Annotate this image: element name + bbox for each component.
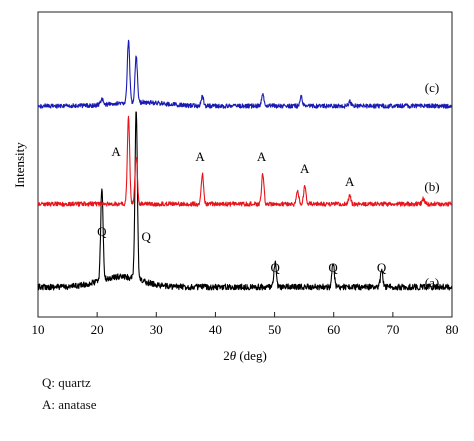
x-axis-label: 2θ (deg): [223, 348, 267, 363]
x-axis-label-prefix: 2: [223, 348, 230, 363]
series-label-b: (b): [424, 179, 439, 194]
series-layer: [37, 39, 453, 291]
xrd-chart: 10 20 30 40 50 60 70 80 (a) (b) (c) Q Q Q Q Q A A A A A Int…: [12, 11, 459, 363]
x-tick-label-20: 20: [91, 322, 104, 337]
x-tick-label-40: 40: [209, 322, 222, 337]
x-tick-label-70: 70: [386, 322, 399, 337]
labels-layer: (a) (b) (c) Q Q Q Q Q A A A A A: [97, 80, 439, 290]
series-label-c: (c): [425, 80, 439, 95]
x-tick-label-60: 60: [327, 322, 340, 337]
plot-frame: [37, 11, 453, 318]
peak-annotation-a: A: [111, 144, 121, 159]
peak-annotation-q: Q: [270, 260, 280, 275]
notes: Q: quartz A: anatase: [42, 372, 97, 416]
peak-annotation-a: A: [195, 149, 205, 164]
peak-annotation-q: Q: [97, 224, 107, 239]
x-axis-label-suffix: (deg): [236, 348, 267, 363]
y-axis-label: Intensity: [12, 142, 27, 188]
peak-annotation-q: Q: [142, 229, 152, 244]
peak-annotation-q: Q: [328, 260, 338, 275]
series-line-c: [37, 39, 453, 109]
note-quartz: Q: quartz: [42, 375, 91, 390]
x-axis-label-symbol: θ: [230, 348, 237, 363]
peak-annotation-a: A: [300, 161, 310, 176]
series-line-a: [37, 111, 453, 291]
peak-annotation-a: A: [345, 174, 355, 189]
x-tick-label-80: 80: [446, 322, 459, 337]
peak-annotation-a: A: [257, 149, 267, 164]
x-tick-label-30: 30: [150, 322, 163, 337]
series-label-a: (a): [425, 275, 439, 290]
x-tick-label-50: 50: [268, 322, 281, 337]
peak-annotation-q: Q: [377, 260, 387, 275]
series-line-b: [37, 115, 453, 207]
x-tick-label-10: 10: [32, 322, 45, 337]
note-anatase: A: anatase: [42, 397, 97, 412]
x-axis: 10 20 30 40 50 60 70 80: [32, 312, 459, 337]
